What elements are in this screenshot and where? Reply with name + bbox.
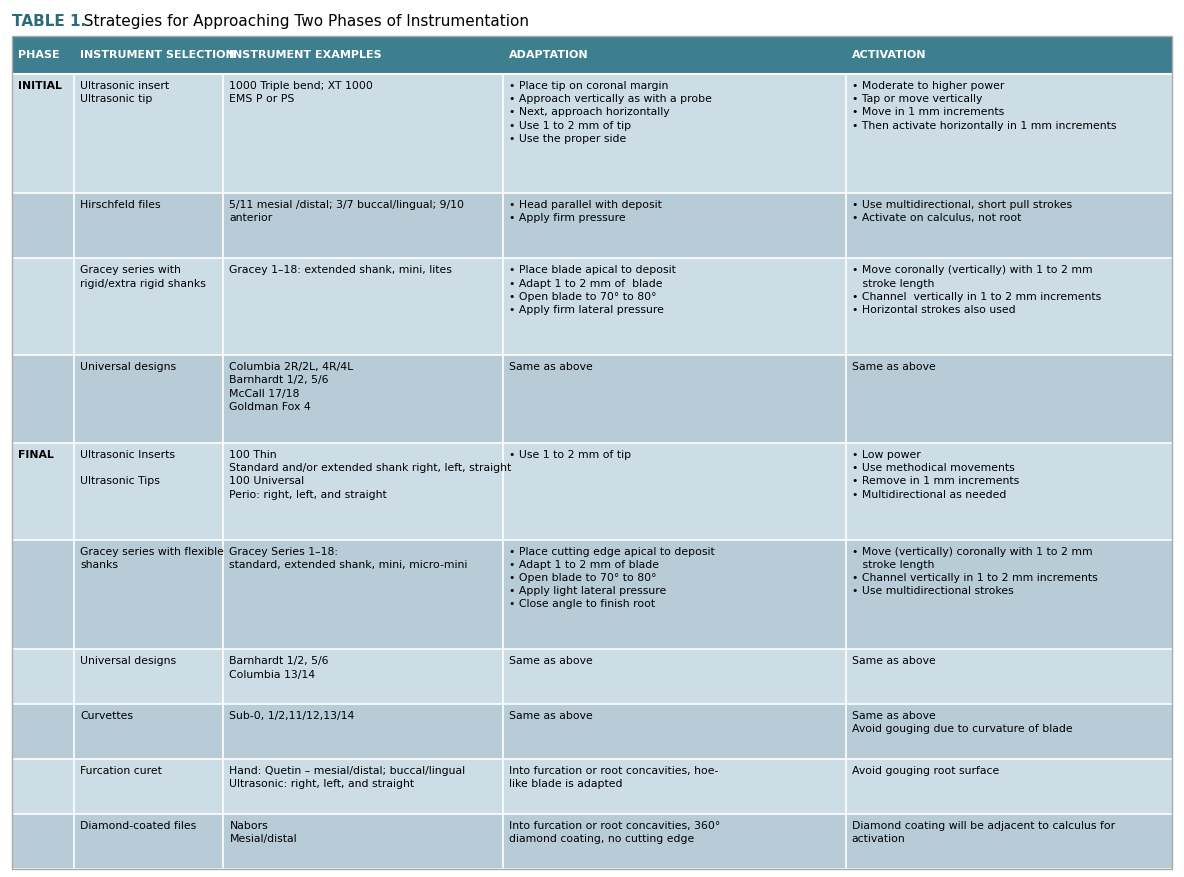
- Text: Hand: Quetin – mesial/distal; buccal/lingual
Ultrasonic: right, left, and straig: Hand: Quetin – mesial/distal; buccal/lin…: [230, 766, 465, 789]
- Bar: [12, 193, 1172, 259]
- Bar: [12, 36, 1172, 74]
- Text: INITIAL: INITIAL: [18, 81, 62, 91]
- Text: 5/11 mesial /distal; 3/7 buccal/lingual; 9/10
anterior: 5/11 mesial /distal; 3/7 buccal/lingual;…: [230, 200, 464, 223]
- Text: Same as above: Same as above: [509, 656, 593, 667]
- Bar: [12, 539, 1172, 649]
- Text: Universal designs: Universal designs: [81, 362, 176, 372]
- Text: • Place tip on coronal margin
• Approach vertically as with a probe
• Next, appr: • Place tip on coronal margin • Approach…: [509, 81, 713, 144]
- Text: Ultrasonic Inserts

Ultrasonic Tips: Ultrasonic Inserts Ultrasonic Tips: [81, 450, 175, 487]
- Text: Avoid gouging root surface: Avoid gouging root surface: [851, 766, 999, 776]
- Bar: [12, 74, 1172, 193]
- Text: • Move coronally (vertically) with 1 to 2 mm
   stroke length
• Channel  vertica: • Move coronally (vertically) with 1 to …: [851, 266, 1101, 315]
- Text: • Head parallel with deposit
• Apply firm pressure: • Head parallel with deposit • Apply fir…: [509, 200, 662, 223]
- Text: Ultrasonic insert
Ultrasonic tip: Ultrasonic insert Ultrasonic tip: [81, 81, 169, 104]
- Text: Furcation curet: Furcation curet: [81, 766, 162, 776]
- Text: • Use multidirectional, short pull strokes
• Activate on calculus, not root: • Use multidirectional, short pull strok…: [851, 200, 1072, 223]
- Text: Gracey Series 1–18:
standard, extended shank, mini, micro-mini: Gracey Series 1–18: standard, extended s…: [230, 546, 468, 570]
- Bar: [12, 814, 1172, 869]
- Text: PHASE: PHASE: [18, 50, 59, 60]
- Text: Barnhardt 1/2, 5/6
Columbia 13/14: Barnhardt 1/2, 5/6 Columbia 13/14: [230, 656, 329, 680]
- Text: Same as above: Same as above: [851, 656, 935, 667]
- Text: Same as above: Same as above: [851, 362, 935, 372]
- Text: Universal designs: Universal designs: [81, 656, 176, 667]
- Text: Same as above
Avoid gouging due to curvature of blade: Same as above Avoid gouging due to curva…: [851, 711, 1073, 735]
- Text: Into furcation or root concavities, 360°
diamond coating, no cutting edge: Into furcation or root concavities, 360°…: [509, 821, 721, 845]
- Text: • Move (vertically) coronally with 1 to 2 mm
   stroke length
• Channel vertical: • Move (vertically) coronally with 1 to …: [851, 546, 1098, 596]
- Text: Curvettes: Curvettes: [81, 711, 134, 721]
- Text: Same as above: Same as above: [509, 711, 593, 721]
- Bar: [12, 259, 1172, 355]
- Text: • Place blade apical to deposit
• Adapt 1 to 2 mm of  blade
• Open blade to 70° : • Place blade apical to deposit • Adapt …: [509, 266, 676, 315]
- Text: ADAPTATION: ADAPTATION: [509, 50, 588, 60]
- Text: 1000 Triple bend; XT 1000
EMS P or PS: 1000 Triple bend; XT 1000 EMS P or PS: [230, 81, 373, 104]
- Bar: [12, 649, 1172, 704]
- Text: INSTRUMENT SELECTION: INSTRUMENT SELECTION: [81, 50, 236, 60]
- Bar: [12, 704, 1172, 759]
- Text: Into furcation or root concavities, hoe-
like blade is adapted: Into furcation or root concavities, hoe-…: [509, 766, 719, 789]
- Text: Gracey 1–18: extended shank, mini, lites: Gracey 1–18: extended shank, mini, lites: [230, 266, 452, 275]
- Bar: [12, 443, 1172, 539]
- Text: Hirschfeld files: Hirschfeld files: [81, 200, 161, 210]
- Text: ACTIVATION: ACTIVATION: [851, 50, 926, 60]
- Text: INSTRUMENT EXAMPLES: INSTRUMENT EXAMPLES: [230, 50, 382, 60]
- Text: Nabors
Mesial/distal: Nabors Mesial/distal: [230, 821, 297, 845]
- Bar: [12, 355, 1172, 443]
- Text: 100 Thin
Standard and/or extended shank right, left, straight
100 Universal
Peri: 100 Thin Standard and/or extended shank …: [230, 450, 511, 500]
- Text: • Low power
• Use methodical movements
• Remove in 1 mm increments
• Multidirect: • Low power • Use methodical movements •…: [851, 450, 1019, 500]
- Text: Gracey series with flexible
shanks: Gracey series with flexible shanks: [81, 546, 224, 570]
- Text: • Moderate to higher power
• Tap or move vertically
• Move in 1 mm increments
• : • Moderate to higher power • Tap or move…: [851, 81, 1117, 131]
- Text: Columbia 2R/2L, 4R/4L
Barnhardt 1/2, 5/6
McCall 17/18
Goldman Fox 4: Columbia 2R/2L, 4R/4L Barnhardt 1/2, 5/6…: [230, 362, 354, 411]
- Text: Gracey series with
rigid/extra rigid shanks: Gracey series with rigid/extra rigid sha…: [81, 266, 206, 289]
- Text: • Use 1 to 2 mm of tip: • Use 1 to 2 mm of tip: [509, 450, 631, 460]
- Text: Strategies for Approaching Two Phases of Instrumentation: Strategies for Approaching Two Phases of…: [73, 14, 529, 29]
- Text: Diamond coating will be adjacent to calculus for
activation: Diamond coating will be adjacent to calc…: [851, 821, 1115, 845]
- Text: FINAL: FINAL: [18, 450, 53, 460]
- Text: TABLE 1.: TABLE 1.: [12, 14, 86, 29]
- Text: Diamond-coated files: Diamond-coated files: [81, 821, 197, 831]
- Text: Same as above: Same as above: [509, 362, 593, 372]
- Text: • Place cutting edge apical to deposit
• Adapt 1 to 2 mm of blade
• Open blade t: • Place cutting edge apical to deposit •…: [509, 546, 715, 610]
- Text: Sub-0, 1/2,11/12,13/14: Sub-0, 1/2,11/12,13/14: [230, 711, 355, 721]
- Bar: [12, 759, 1172, 814]
